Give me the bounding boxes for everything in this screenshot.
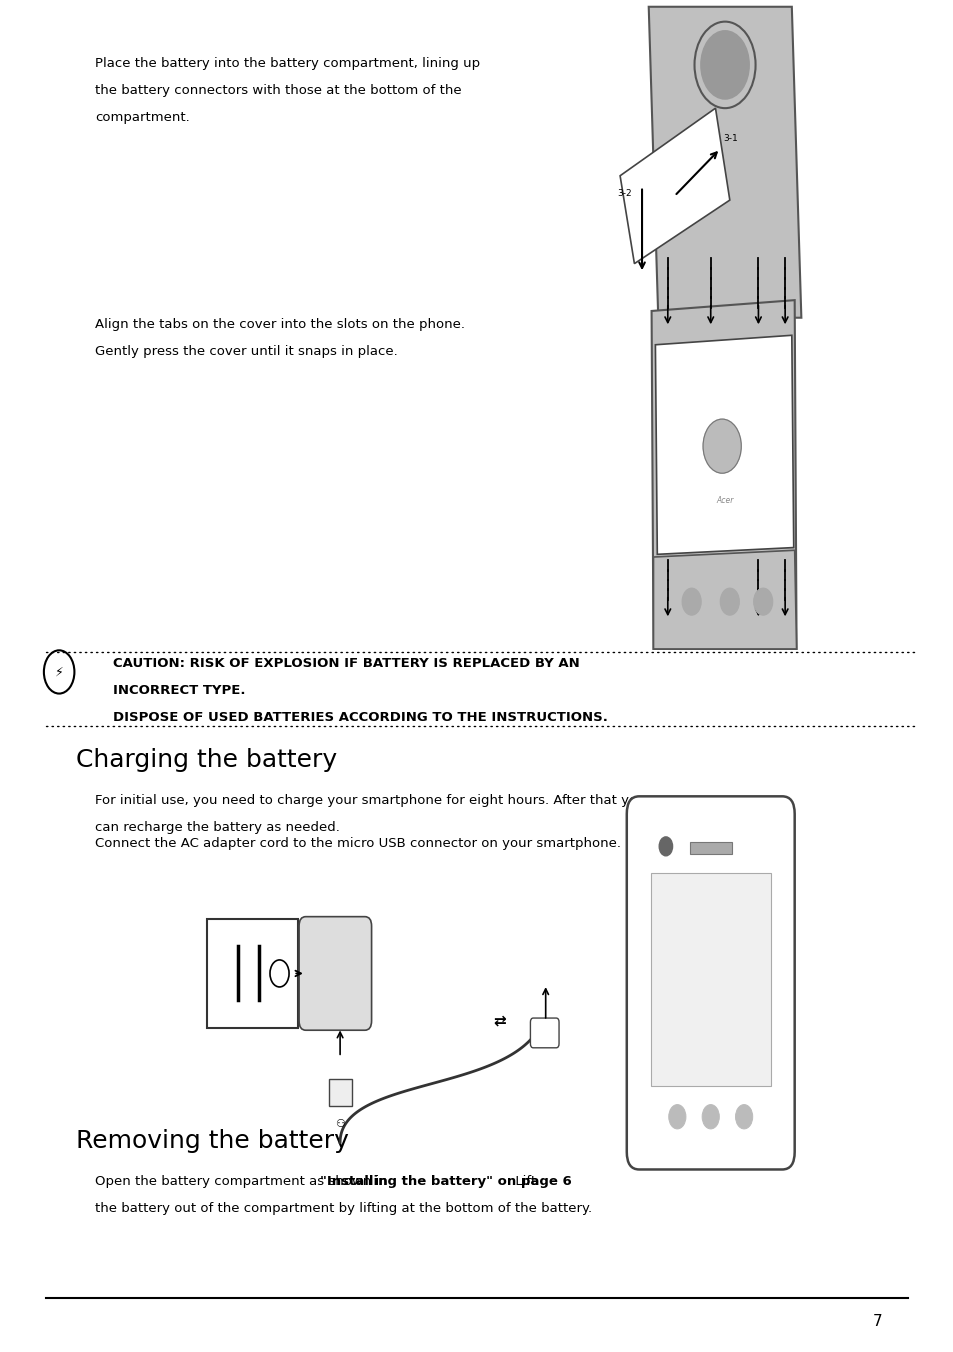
FancyBboxPatch shape [298, 917, 372, 1030]
Polygon shape [655, 335, 793, 554]
FancyBboxPatch shape [626, 796, 794, 1169]
Text: INCORRECT TYPE.: INCORRECT TYPE. [112, 684, 245, 698]
Circle shape [735, 1105, 752, 1129]
Bar [208, 919, 297, 1028]
Text: . Lift: . Lift [506, 1175, 536, 1188]
Circle shape [681, 588, 700, 615]
Text: Removing the battery: Removing the battery [76, 1129, 349, 1153]
Text: ⇄: ⇄ [493, 1013, 506, 1029]
Text: Acer: Acer [716, 496, 733, 504]
Text: the battery out of the compartment by lifting at the bottom of the battery.: the battery out of the compartment by li… [95, 1202, 592, 1215]
Text: DISPOSE OF USED BATTERIES ACCORDING TO THE INSTRUCTIONS.: DISPOSE OF USED BATTERIES ACCORDING TO T… [112, 711, 607, 725]
FancyBboxPatch shape [530, 1018, 558, 1048]
Circle shape [700, 31, 748, 99]
Bar [328, 1079, 351, 1106]
Circle shape [702, 419, 740, 473]
Text: Place the battery into the battery compartment, lining up: Place the battery into the battery compa… [95, 57, 480, 70]
Text: ⚇: ⚇ [335, 1119, 345, 1129]
Text: the battery connectors with those at the bottom of the: the battery connectors with those at the… [95, 84, 461, 97]
Polygon shape [653, 550, 796, 649]
Text: Connect the AC adapter cord to the micro USB connector on your smartphone.: Connect the AC adapter cord to the micro… [95, 837, 620, 850]
Circle shape [753, 588, 772, 615]
Text: 7: 7 [872, 1314, 882, 1329]
FancyBboxPatch shape [650, 873, 770, 1086]
Circle shape [720, 588, 739, 615]
Circle shape [659, 837, 672, 856]
Text: compartment.: compartment. [95, 111, 190, 124]
Circle shape [701, 1105, 719, 1129]
Polygon shape [648, 7, 801, 318]
Bar [689, 842, 731, 854]
Text: For initial use, you need to charge your smartphone for eight hours. After that : For initial use, you need to charge your… [95, 794, 645, 807]
Text: can recharge the battery as needed.: can recharge the battery as needed. [95, 821, 340, 834]
Text: 3-1: 3-1 [722, 134, 737, 142]
Text: Open the battery compartment as shown in: Open the battery compartment as shown in [95, 1175, 392, 1188]
Polygon shape [651, 300, 796, 649]
Text: Align the tabs on the cover into the slots on the phone.: Align the tabs on the cover into the slo… [95, 318, 465, 331]
Circle shape [668, 1105, 685, 1129]
Text: ⚡: ⚡ [54, 665, 64, 679]
Text: CAUTION: RISK OF EXPLOSION IF BATTERY IS REPLACED BY AN: CAUTION: RISK OF EXPLOSION IF BATTERY IS… [112, 657, 578, 671]
Text: "Installing the battery" on page 6: "Installing the battery" on page 6 [320, 1175, 572, 1188]
Text: Gently press the cover until it snaps in place.: Gently press the cover until it snaps in… [95, 345, 397, 358]
Text: Charging the battery: Charging the battery [76, 748, 337, 772]
Polygon shape [619, 108, 729, 264]
Text: 3-2: 3-2 [617, 189, 631, 197]
